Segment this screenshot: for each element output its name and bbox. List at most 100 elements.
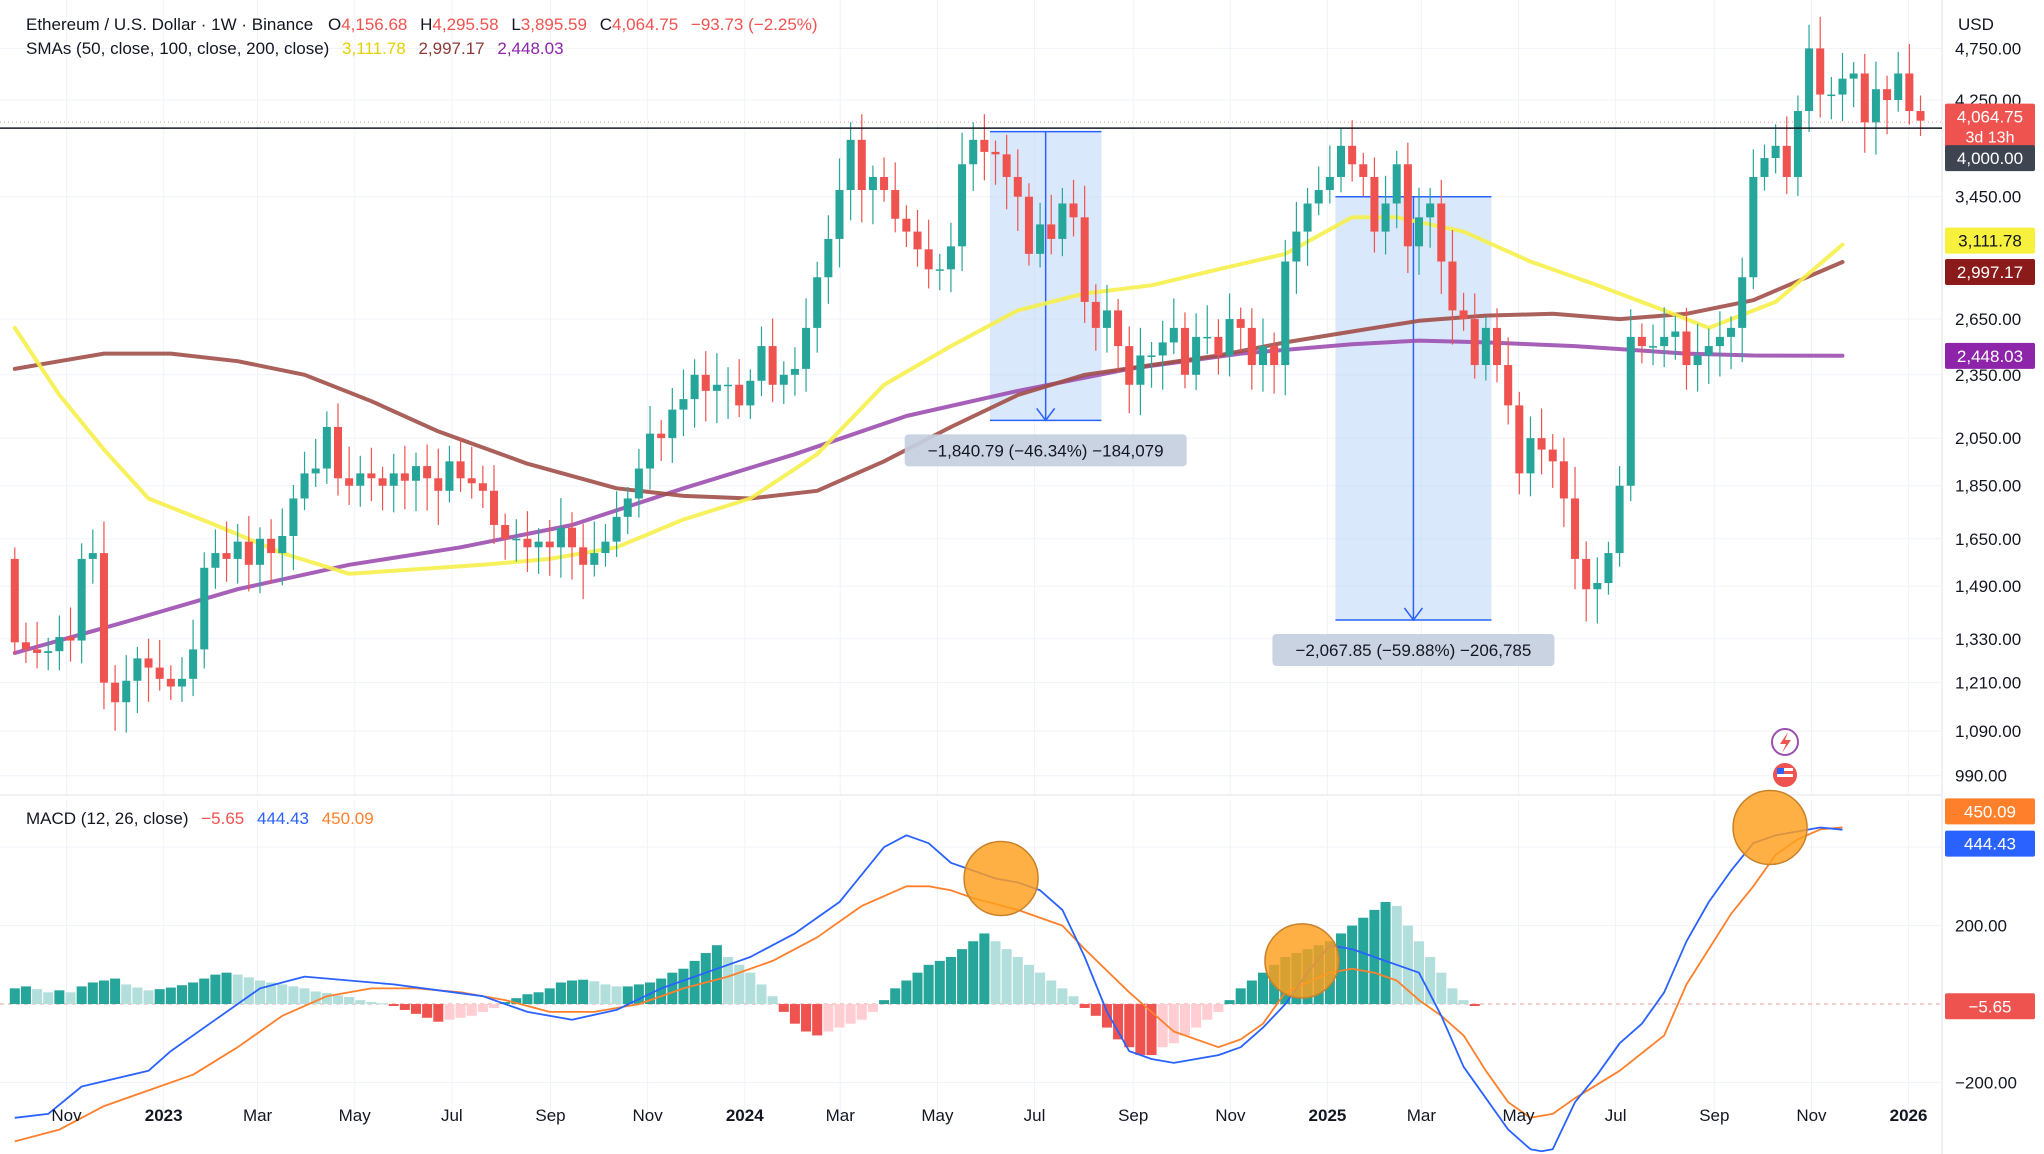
candle-body xyxy=(445,461,454,491)
candle-body xyxy=(835,190,844,239)
candle-body xyxy=(1782,145,1791,177)
macd-lines[interactable] xyxy=(14,826,1843,1153)
candle xyxy=(222,521,231,582)
price-axis[interactable]: 4,750.004,250.003,450.002,650.002,350.00… xyxy=(1945,39,2035,786)
candle xyxy=(1626,309,1635,502)
candle-body xyxy=(189,649,198,679)
histogram-bar xyxy=(500,1002,511,1005)
candle-body xyxy=(222,553,231,559)
histogram-bar xyxy=(745,972,756,1005)
candle xyxy=(1805,24,1814,133)
candle-body xyxy=(1370,176,1379,232)
candle xyxy=(735,359,744,418)
candle xyxy=(478,465,487,509)
candle-body xyxy=(144,658,153,668)
candle-body xyxy=(1058,203,1067,239)
macd-line xyxy=(14,826,1843,1153)
histogram-bar xyxy=(1090,1004,1101,1016)
histogram-bar xyxy=(366,1002,377,1005)
time-tick-label: Sep xyxy=(535,1106,565,1125)
histogram-bar xyxy=(734,964,745,1005)
candle-body xyxy=(623,498,632,517)
time-tick-label: Jul xyxy=(1605,1106,1627,1125)
candle xyxy=(902,205,911,248)
histogram-bar xyxy=(979,933,990,1005)
candle-body xyxy=(1403,164,1412,247)
candle xyxy=(1292,201,1301,294)
candle-body xyxy=(1593,583,1602,590)
candle-body xyxy=(1080,217,1089,302)
candle xyxy=(411,452,421,512)
candle-body xyxy=(1671,331,1680,337)
candle xyxy=(824,215,833,304)
candle xyxy=(133,646,142,714)
price-tick-label: 4,750.00 xyxy=(1955,39,2021,58)
candle xyxy=(1236,307,1245,351)
candle-body xyxy=(568,527,577,548)
sma200-tag: 2,448.03 xyxy=(1945,342,2035,369)
candle-body xyxy=(868,176,877,191)
candle xyxy=(646,406,655,490)
histogram-bar xyxy=(410,1004,422,1014)
candle xyxy=(935,253,944,291)
histogram-bar xyxy=(1335,933,1347,1005)
candle xyxy=(1247,308,1256,390)
candle-body xyxy=(1102,310,1111,328)
candle xyxy=(1871,61,1880,155)
price-grid xyxy=(0,0,1942,795)
price-tick-label: 1,330.00 xyxy=(1955,630,2021,649)
candle-body xyxy=(1571,498,1580,559)
candle-body xyxy=(244,541,253,565)
histogram-bar xyxy=(9,988,20,1005)
candlesticks[interactable] xyxy=(10,16,1925,733)
lightning-icon[interactable] xyxy=(1771,728,1799,756)
candle xyxy=(724,367,733,420)
sma50-value: 3,111.78 xyxy=(342,39,406,58)
histogram-bar xyxy=(801,1004,812,1032)
candle xyxy=(1559,437,1568,527)
histogram-bar xyxy=(1179,1004,1190,1036)
histogram-bar xyxy=(188,982,199,1005)
candle-body xyxy=(846,139,855,191)
candle xyxy=(1838,53,1847,122)
candle xyxy=(1905,43,1914,125)
histogram-bar xyxy=(98,980,109,1005)
us-flag-icon[interactable] xyxy=(1771,761,1799,789)
candle xyxy=(868,165,877,225)
candle xyxy=(1024,183,1033,266)
candle-body xyxy=(423,466,432,479)
histogram-bar xyxy=(132,987,143,1005)
candle xyxy=(21,622,30,663)
time-tick-label: Nov xyxy=(51,1106,82,1125)
candle-body xyxy=(1493,327,1502,366)
histogram-bar xyxy=(344,996,355,1005)
horizontal-level-4000[interactable] xyxy=(0,121,1942,129)
candle xyxy=(980,114,989,181)
candle xyxy=(1114,298,1123,373)
histogram-bar xyxy=(890,988,901,1005)
candle-body xyxy=(646,433,655,469)
candle-body xyxy=(1069,203,1078,218)
histogram-bar xyxy=(266,982,277,1005)
candle-body xyxy=(1715,336,1724,347)
candle-body xyxy=(1827,94,1836,97)
histogram-bar xyxy=(399,1004,410,1010)
candle xyxy=(1091,284,1100,351)
candle-body xyxy=(467,478,476,484)
candle xyxy=(1281,239,1290,396)
candle-body xyxy=(1637,336,1646,347)
histogram-bar xyxy=(299,988,310,1005)
candle-body xyxy=(779,374,788,385)
time-axis[interactable]: Nov 2023 Mar May Jul Sep Nov 2024 Mar May Jul Sep No… xyxy=(51,1106,1927,1125)
histogram-bar xyxy=(1101,1004,1112,1028)
currency-label[interactable]: USD xyxy=(1958,15,1994,34)
candle-body xyxy=(701,374,710,391)
measure-tools[interactable] xyxy=(989,130,1492,622)
candle-body xyxy=(969,139,978,165)
candle-body xyxy=(434,478,443,491)
candle-body xyxy=(44,651,53,653)
candle xyxy=(1493,308,1502,383)
time-tick-label: Nov xyxy=(1796,1106,1827,1125)
